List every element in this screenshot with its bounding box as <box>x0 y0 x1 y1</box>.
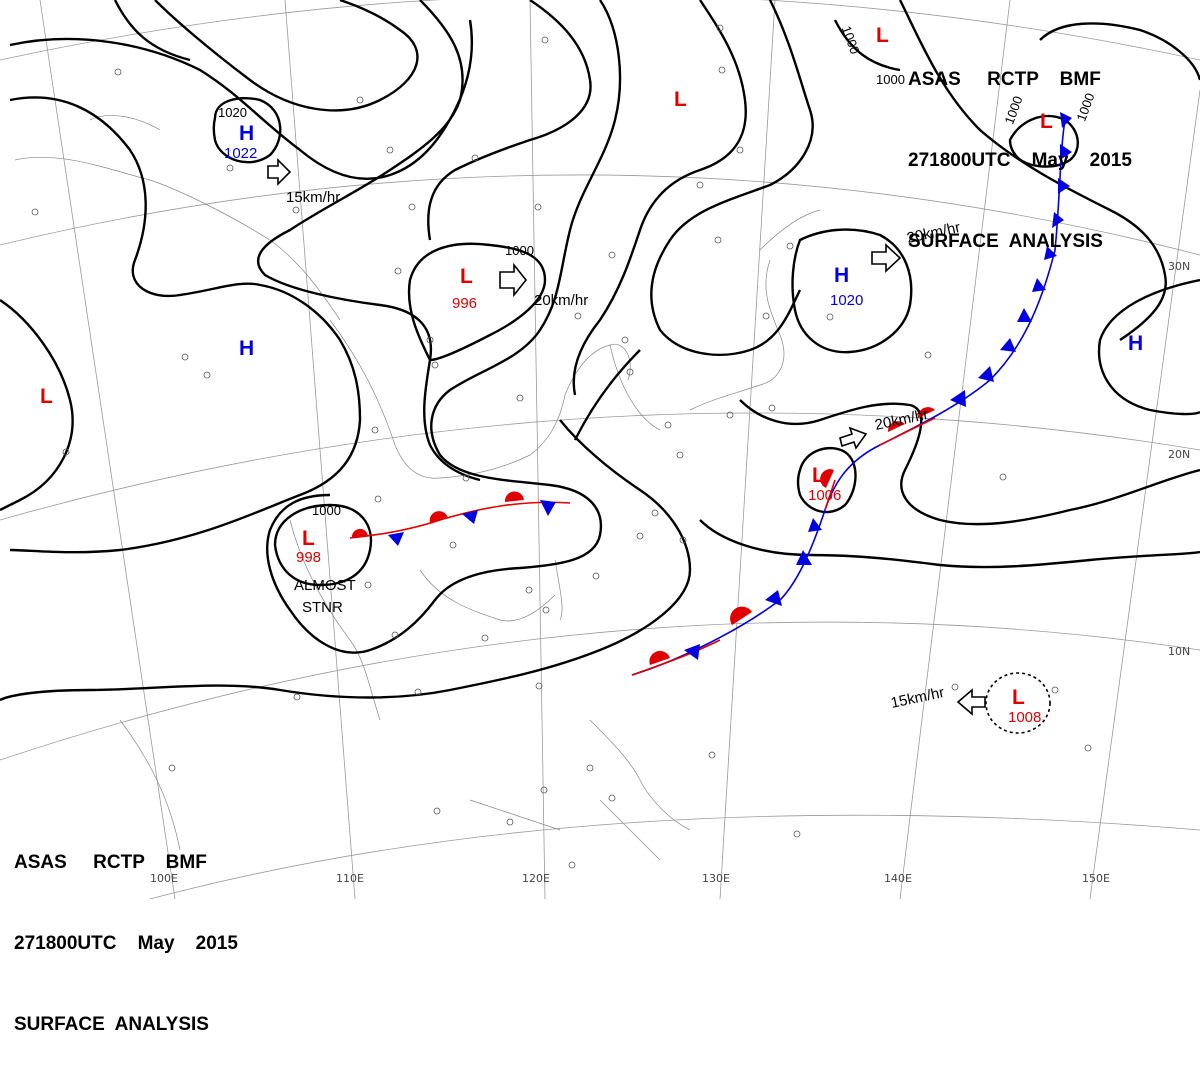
fronts <box>349 112 1072 676</box>
isobar <box>266 0 622 654</box>
meridian-150e <box>1089 89 1200 899</box>
parallel-40n <box>0 0 1200 61</box>
movement-arrow-icon <box>267 158 292 186</box>
lon-label-110e: 110E <box>336 872 364 885</box>
isobar <box>9 96 362 554</box>
movement-labels: 15km/hr 20km/hr 20km/hr 20km/hr 15km/hr <box>286 189 962 712</box>
isobar <box>699 519 1200 569</box>
parallel-20n <box>0 412 1200 521</box>
high-center-symbol: H <box>239 337 254 360</box>
meridian-120e <box>529 0 546 899</box>
low-center-symbol: L <box>674 88 687 111</box>
station-plots <box>31 24 1092 869</box>
low-center-symbol-extra: L <box>1040 110 1053 133</box>
annotation-stnr: STNR <box>302 599 343 616</box>
lon-label-130e: 130E <box>702 872 730 885</box>
movement-arrow-icon <box>871 243 902 273</box>
header-line-1: ASAS RCTP BMF <box>908 69 1101 90</box>
low-center-symbol: L <box>812 464 825 487</box>
front-symbols-west <box>351 491 556 546</box>
high-center-value: 1022 <box>224 145 257 162</box>
movement-arrow-icon <box>499 262 528 298</box>
latitude-labels: 30N 20N 10N <box>1168 260 1190 658</box>
meridian-110e <box>284 0 356 899</box>
isobar <box>0 299 74 512</box>
low-center-value: 1008 <box>1008 709 1041 726</box>
isobar <box>739 399 1200 526</box>
chart-header-bottom: ASAS RCTP BMF 271800UTC May 2015 SURFACE… <box>14 795 238 1065</box>
isobar <box>1008 114 1079 168</box>
isobar <box>1097 278 1200 416</box>
movement-speed-label: 15km/hr <box>286 189 340 206</box>
coastlines <box>14 115 821 861</box>
lat-label-10n: 10N <box>1168 645 1190 658</box>
parallel-10n <box>0 621 1200 761</box>
isobar-label: 1000 <box>876 72 905 87</box>
stationary-front-west <box>349 501 571 539</box>
annotation-almost: ALMOST <box>294 577 356 594</box>
meridian-100e <box>39 0 176 899</box>
isobar <box>113 0 191 62</box>
low-center-symbol: L <box>40 385 53 408</box>
isobar-label: 1020 <box>218 105 247 120</box>
isobar-label: 1000 <box>839 24 863 56</box>
isobar-label: 1000 <box>312 503 341 518</box>
low-center-symbol: L <box>1012 686 1025 709</box>
low-center-symbol: L <box>460 265 473 288</box>
isobar <box>833 19 901 72</box>
meridian-140e <box>899 0 1011 899</box>
chart-header-top: ASAS RCTP BMF 271800UTC May 2015 SURFACE… <box>908 12 1132 282</box>
lon-label-140e: 140E <box>884 872 912 885</box>
movement-speed-label: 20km/hr <box>534 292 588 309</box>
meridian-130e <box>719 0 776 899</box>
high-center-symbol: H <box>834 264 849 287</box>
longitude-labels: 100E 110E 120E 130E 140E 150E <box>150 872 1110 885</box>
movement-arrow-icon <box>839 426 868 450</box>
lon-label-100e: 100E <box>150 872 178 885</box>
header-line-1: ASAS RCTP BMF <box>14 852 207 873</box>
lat-label-30n: 30N <box>1168 260 1190 273</box>
isobar <box>427 0 592 241</box>
lon-label-120e: 120E <box>522 872 550 885</box>
low-center-value: 998 <box>296 549 321 566</box>
parallel-0n <box>149 814 1200 899</box>
annotations: ALMOST STNR <box>294 577 356 616</box>
movement-arrow-icon <box>956 688 986 716</box>
isobar <box>572 0 747 396</box>
isobar <box>796 447 857 514</box>
low-center-symbol: L <box>876 24 889 47</box>
isobar <box>256 0 481 482</box>
graticule <box>0 0 1200 899</box>
high-center-symbol: H <box>239 122 254 145</box>
surface-analysis-map: 30N 20N 10N 100E 110E 120E 130E 140E 150… <box>0 0 1200 899</box>
isobar <box>407 242 547 362</box>
isobar <box>212 96 282 164</box>
header-line-2: 271800UTC May 2015 <box>908 150 1132 171</box>
low-center-symbol: L <box>302 527 315 550</box>
header-line-3: SURFACE ANALYSIS <box>14 1014 209 1035</box>
header-line-2: 271800UTC May 2015 <box>14 933 238 954</box>
header-line-3: SURFACE ANALYSIS <box>908 231 1103 252</box>
low-center-value: 1006 <box>808 487 841 504</box>
high-center-symbol: H <box>1128 332 1143 355</box>
isobar <box>573 349 641 441</box>
lon-label-150e: 150E <box>1082 872 1110 885</box>
movement-arrows <box>267 158 986 716</box>
isobar-label: 1000 <box>505 243 534 258</box>
isobar <box>273 503 373 587</box>
high-center-value: 1020 <box>830 292 863 309</box>
isobars <box>0 0 1200 702</box>
lat-label-20n: 20N <box>1168 448 1190 461</box>
movement-speed-label: 15km/hr <box>889 684 946 712</box>
low-center-value: 996 <box>452 295 477 312</box>
parallel-30n <box>0 174 1200 256</box>
isobar <box>154 0 419 112</box>
isobar-dashed <box>985 672 1051 734</box>
front-symbols-east <box>649 112 1072 665</box>
isobar <box>1039 22 1200 81</box>
pressure-centers: H 1022 L 996 L 998 H L L L H 1020 H L 10… <box>40 24 1143 726</box>
isobar <box>650 0 814 356</box>
isobar <box>791 228 913 354</box>
isobar <box>0 419 692 702</box>
